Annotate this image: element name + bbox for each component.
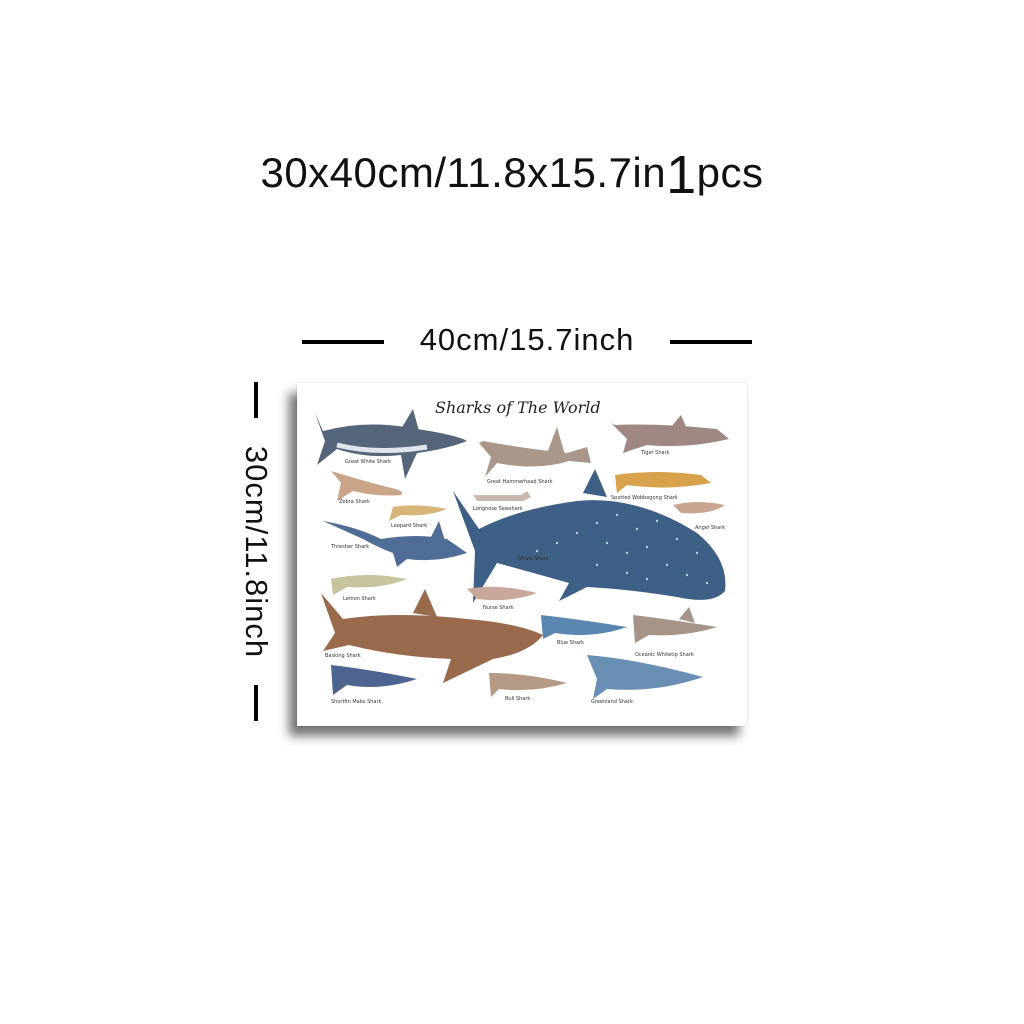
product-size-headline: 30x40cm/11.8x15.7in1pcs <box>0 138 1024 205</box>
height-dimension: 30cm/11.8inch <box>234 380 278 725</box>
shark-label: Shortfin Mako Shark <box>331 699 382 705</box>
whale-shark-illustration <box>453 469 726 603</box>
shark-label: Oceanic Whitetip Shark <box>635 652 694 658</box>
shark-label: Spotted Wobbegong Shark <box>611 495 678 501</box>
spotted-wobbegong-shark-illustration <box>615 472 711 493</box>
oceanic-whitetip-shark-illustration <box>633 607 717 643</box>
lemon-shark-illustration <box>331 575 407 595</box>
shark-label: Angel Shark <box>695 525 726 531</box>
width-bar-left <box>302 340 384 344</box>
width-dimension: 40cm/15.7inch <box>300 320 754 364</box>
nurse-shark-illustration <box>467 586 537 601</box>
leopard-shark-illustration <box>389 505 447 521</box>
quantity: 1 <box>666 145 697 205</box>
height-label: 30cm/11.8inch <box>239 445 274 659</box>
shark-label: Bull Shark <box>505 696 531 702</box>
greenland-shark-illustration <box>587 655 703 699</box>
great-hammerhead-shark-illustration <box>479 427 591 477</box>
shark-label: Great White Shark <box>345 459 391 465</box>
shark-label: Nurse Shark <box>483 605 514 611</box>
shark-label: Longnose Sawshark <box>473 506 523 512</box>
shark-label: Tiger Shark <box>641 450 670 456</box>
great-white-shark-illustration <box>315 409 467 479</box>
blue-shark-illustration <box>541 615 627 639</box>
angel-shark-illustration <box>673 502 725 514</box>
basking-shark-illustration <box>321 589 543 683</box>
shortfin-mako-shark-illustration <box>331 665 417 695</box>
shark-label: Zebra Shark <box>339 499 370 505</box>
canvas-print: Sharks of The World Great White Shark Gr… <box>297 383 747 726</box>
zebra-shark-illustration <box>331 471 403 501</box>
quantity-number: 1 <box>666 145 697 205</box>
poster-title: Sharks of The World <box>435 398 601 417</box>
thresher-shark-illustration <box>323 521 467 567</box>
shark-label: Blue Shark <box>557 640 585 646</box>
shark-label: Basking Shark <box>325 653 361 659</box>
tiger-shark-illustration <box>611 415 729 453</box>
quantity-unit: pcs <box>696 149 764 196</box>
shark-label: Great Hammerhead Shark <box>487 479 553 485</box>
shark-label: Lemon Shark <box>343 596 376 602</box>
width-bar-right <box>670 340 752 344</box>
bull-shark-illustration <box>489 673 567 697</box>
shark-label: Leopard Shark <box>391 523 428 529</box>
shark-label: Thresher Shark <box>331 544 370 550</box>
height-bar-bottom <box>254 685 258 721</box>
shark-label: Greenland Shark <box>591 699 633 705</box>
longnose-sawshark-illustration <box>473 491 531 501</box>
height-bar-top <box>254 382 258 418</box>
size-text: 30x40cm/11.8x15.7in <box>260 149 667 196</box>
shark-label: Whale Shark <box>517 556 549 562</box>
sharks-illustration <box>315 409 729 699</box>
width-label: 40cm/15.7inch <box>419 322 635 357</box>
